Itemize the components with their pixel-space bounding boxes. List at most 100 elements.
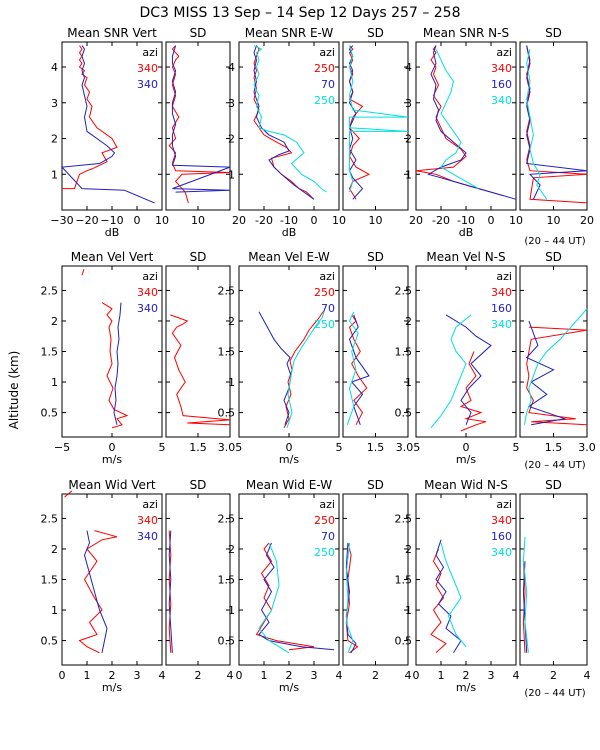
x-axis-label: m/s xyxy=(279,453,299,466)
y-tick-label: 0.5 xyxy=(218,407,236,420)
series-line-red xyxy=(170,314,231,426)
legend-header: azi xyxy=(319,498,335,511)
legend-entry: 340 xyxy=(491,286,512,299)
x-tick-label: 1 xyxy=(438,669,445,682)
x-tick-label: 5 xyxy=(513,441,520,454)
y-tick-label: 3 xyxy=(405,97,412,110)
y-tick-label: 2 xyxy=(228,315,235,328)
x-tick-label: 1 xyxy=(261,669,268,682)
series-line-red xyxy=(415,45,504,197)
legend-entry: 250 xyxy=(314,286,335,299)
series-line-cyan xyxy=(524,308,588,425)
y-tick-label: 1 xyxy=(405,168,412,181)
series-line-blue xyxy=(168,530,173,653)
y-tick-label: 2.5 xyxy=(41,512,59,525)
x-axis-label: m/s xyxy=(456,453,476,466)
y-tick-label: 1 xyxy=(228,604,235,617)
series-line-red xyxy=(526,45,588,204)
y-tick-label: 2 xyxy=(228,133,235,146)
panel-wid-ew-sd: SD 2 4 xyxy=(342,478,412,682)
x-tick-label: 0 xyxy=(311,214,318,227)
x-tick-label: 3.05 xyxy=(218,441,243,454)
y-tick-label: 2.5 xyxy=(41,284,59,297)
panel-vel-vert: Mean Vel Vert 0.5 1 1.5 2 2.5 −5 0 5 m/s azi 340 340 xyxy=(41,250,166,466)
series-line-blue xyxy=(525,320,567,426)
series-line-blue xyxy=(522,561,528,653)
y-tick-label: 2 xyxy=(51,133,58,146)
series-line-blue xyxy=(171,45,231,193)
y-tick-label: 1.5 xyxy=(41,574,59,587)
legend-header: azi xyxy=(142,46,158,59)
legend-entry: 160 xyxy=(491,78,512,91)
legend-entry: 340 xyxy=(491,62,512,75)
legend-entry: 340 xyxy=(491,546,512,559)
y-tick-label: 1 xyxy=(228,168,235,181)
series-line-cyan xyxy=(345,542,354,653)
series-line-cyan xyxy=(522,536,529,653)
x-axis-label: m/s xyxy=(456,681,476,694)
x-tick-label: 0 xyxy=(463,441,470,454)
panel-snr-ew-sd: SD 10 xyxy=(342,26,409,227)
legend-entry: 250 xyxy=(314,318,335,331)
series-line-blue xyxy=(427,45,517,200)
y-tick-label: 1.5 xyxy=(218,346,236,359)
series-line-blue xyxy=(445,314,492,425)
x-tick-label: 1.5 xyxy=(545,441,563,454)
legend-header: azi xyxy=(142,498,158,511)
legend-entry: 250 xyxy=(314,62,335,75)
series-line-cyan xyxy=(430,314,472,429)
series-line-red xyxy=(168,45,231,204)
legend-entry: 340 xyxy=(137,78,158,91)
x-tick-label: 3.05 xyxy=(396,441,421,454)
y-tick-label: 1 xyxy=(228,376,235,389)
series-line-red xyxy=(255,542,315,651)
x-tick-label: 10 xyxy=(547,214,561,227)
panel-title: Mean SNR Vert xyxy=(67,26,157,40)
panel-wid-ns-sd: SD 2 4 xyxy=(519,478,591,682)
series-line-blue xyxy=(258,311,292,425)
x-tick-label: 20 xyxy=(232,214,246,227)
y-tick-label: 0.5 xyxy=(395,407,413,420)
x-tick-label: 1 xyxy=(84,669,91,682)
legend-entry: 70 xyxy=(321,302,335,315)
series-line-blue xyxy=(526,45,588,200)
x-tick-label: 3 xyxy=(488,669,495,682)
series-line-blue xyxy=(83,530,108,653)
series-line-cyan xyxy=(526,48,548,200)
x-tick-label: -10 xyxy=(457,214,475,227)
legend-header: azi xyxy=(319,46,335,59)
x-tick-label: 3 xyxy=(311,669,318,682)
panel-snr-vert-sd: SD 10 xyxy=(165,26,231,227)
x-tick-label: 10 xyxy=(155,214,169,227)
panel-wid-ew: Mean Wid E-W 0.5 1 1.5 2 2.5 0 1 2 3 4 m/s azi 250 70 2… xyxy=(218,478,343,694)
y-tick-label: 2.5 xyxy=(218,284,236,297)
x-axis-label: dB xyxy=(459,226,474,239)
series-line-red xyxy=(62,45,118,190)
panel-title: Mean SNR N-S xyxy=(423,26,509,40)
panel-title: SD xyxy=(367,26,384,40)
x-tick-label: 10 xyxy=(369,214,383,227)
panel-vel-ns: Mean Vel N-S 0.5 1 1.5 2 2.5 0 5 m/s azi 340 160 340 xyxy=(395,250,520,466)
panel-title: SD xyxy=(367,478,384,492)
x-tick-label: 3.0 xyxy=(578,441,596,454)
y-tick-label: 2 xyxy=(51,543,58,556)
x-tick-label: 5 xyxy=(159,441,166,454)
y-tick-label: 0.5 xyxy=(218,635,236,648)
y-tick-label: 0.5 xyxy=(41,635,59,648)
panel-title: Mean SNR E-W xyxy=(245,26,334,40)
legend-entry: 340 xyxy=(491,94,512,107)
x-tick-label: 0 xyxy=(488,214,495,227)
panel-title: Mean Vel N-S xyxy=(426,250,505,264)
legend-entry: 340 xyxy=(137,286,158,299)
series-line-red xyxy=(81,268,85,276)
series-line-red xyxy=(64,490,73,498)
y-tick-label: 0.5 xyxy=(395,635,413,648)
x-tick-label: −30 xyxy=(50,214,73,227)
legend-header: azi xyxy=(319,270,335,283)
x-tick-label: 4 xyxy=(513,669,520,682)
x-axis-label: m/s xyxy=(102,453,122,466)
series-line-red xyxy=(101,302,129,429)
legend-entry: 160 xyxy=(491,302,512,315)
panel-title: SD xyxy=(190,250,207,264)
series-line-red xyxy=(348,45,371,200)
